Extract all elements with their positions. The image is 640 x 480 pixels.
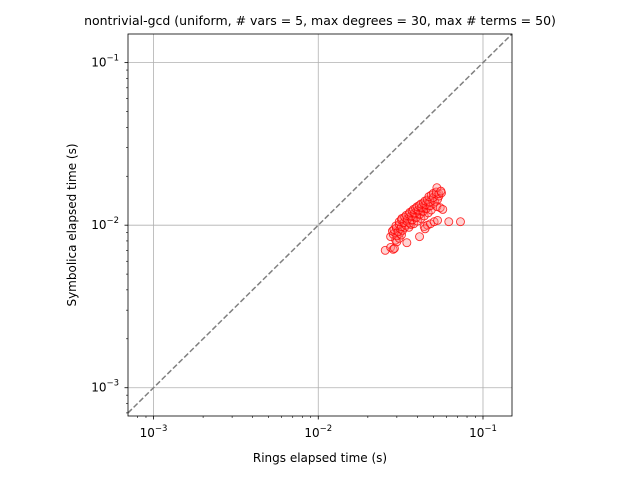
plot-area [124, 33, 513, 420]
y-tick-labels: 10−3 10−2 10−1 [91, 54, 119, 395]
data-point [436, 186, 446, 196]
data-point [438, 204, 448, 214]
reference-line [127, 33, 513, 414]
grid-lines [128, 34, 512, 416]
axis-ticks [124, 62, 484, 420]
x-tick-label: 10−2 [304, 424, 332, 440]
y-tick-label: 10−3 [91, 379, 119, 395]
x-tick-label: 10−3 [140, 424, 168, 440]
data-point [456, 217, 465, 227]
data-point [433, 215, 443, 225]
data-point [389, 243, 399, 253]
chart-title: nontrivial-gcd (uniform, # vars = 5, max… [84, 13, 556, 28]
y-tick-label: 10−1 [91, 54, 119, 70]
data-point [444, 217, 454, 227]
data-points [380, 183, 465, 255]
data-point [415, 232, 424, 242]
x-axis-label: Rings elapsed time (s) [253, 451, 387, 465]
x-tick-labels: 10−3 10−2 10−1 [140, 424, 497, 440]
data-point [420, 224, 430, 234]
y-axis-label: Symbolica elapsed time (s) [65, 143, 79, 306]
data-point [402, 238, 412, 248]
y-tick-label: 10−2 [91, 216, 119, 232]
x-tick-label: 10−1 [469, 424, 497, 440]
reference-line-layer [127, 33, 513, 414]
